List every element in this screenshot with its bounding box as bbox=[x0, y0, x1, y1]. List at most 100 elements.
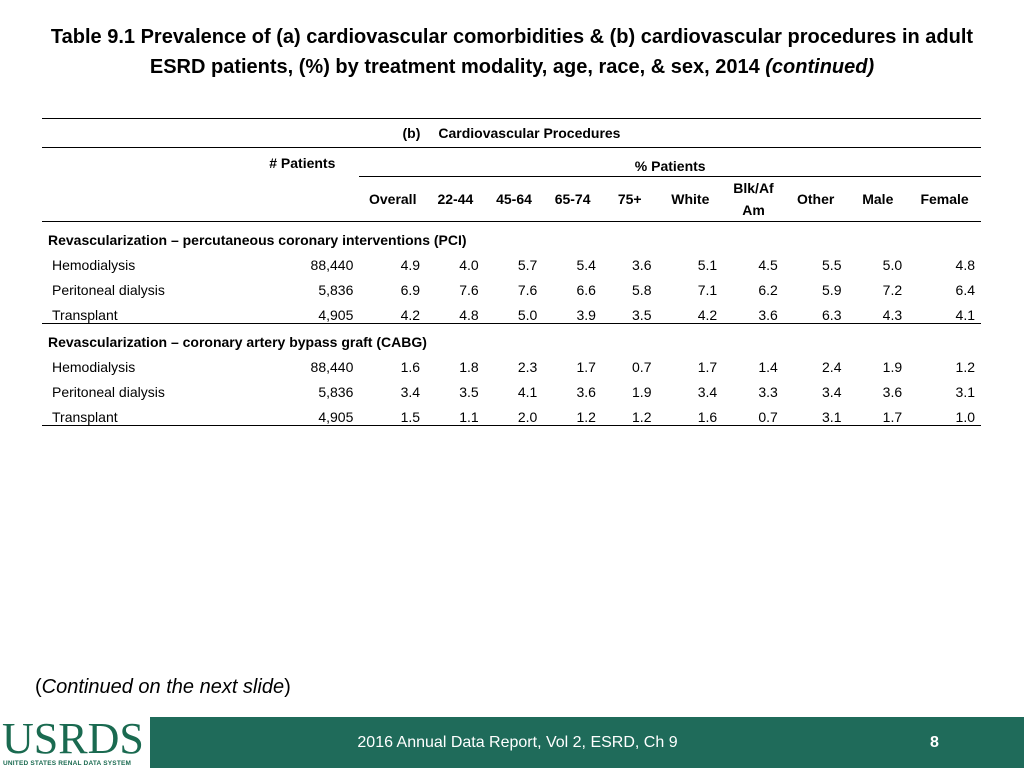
percent-cell: 6.2 bbox=[758, 282, 778, 298]
percent-cell: 6.9 bbox=[400, 282, 421, 298]
section-title: Cardiovascular Procedures bbox=[438, 125, 621, 141]
percent-cell: 3.6 bbox=[576, 384, 596, 400]
percent-cell: 1.7 bbox=[697, 359, 718, 375]
percent-cell: 4.9 bbox=[400, 257, 421, 273]
percent-cell: 6.3 bbox=[783, 298, 848, 324]
group-title: Revascularization – percutaneous coronar… bbox=[48, 232, 467, 248]
percent-cell: 7.6 bbox=[459, 282, 479, 298]
column-header-line: Am bbox=[742, 202, 765, 218]
percent-cell: 1.7 bbox=[847, 400, 909, 426]
title-line-1: Table 9.1 Prevalence of (a) cardiovascul… bbox=[50, 26, 974, 48]
continued-close: ) bbox=[284, 676, 291, 698]
column-header: Female bbox=[908, 176, 981, 222]
table-row: Hemodialysis 88,440 4.9 4.0 5.7 5.4 3.6 5.1 4.5 5… bbox=[42, 248, 981, 273]
percent-cell: 4.3 bbox=[847, 298, 909, 324]
continued-text: Continued on the next slide bbox=[41, 676, 285, 698]
group-title: Revascularization – coronary artery bypa… bbox=[48, 334, 427, 350]
percent-cell: 4.2 bbox=[657, 298, 724, 324]
percent-cell: 1.9 bbox=[882, 359, 903, 375]
table-row: Transplant 4,905 4.2 4.8 5.0 3.9 3.5 4.2 3.6 6.3 4… bbox=[42, 298, 981, 324]
footer-bar: USRDS UNITED STATES RENAL DATA SYSTEM 20… bbox=[0, 717, 1024, 768]
row-label: Transplant bbox=[42, 298, 295, 324]
percent-cell: 1.1 bbox=[426, 400, 485, 426]
pct-header-row: % Patients bbox=[42, 147, 981, 177]
percent-cell: 3.3 bbox=[758, 384, 778, 400]
column-header: 75+ bbox=[601, 176, 658, 222]
column-header: 22-44 bbox=[426, 176, 485, 222]
patients-count: 88,440 bbox=[310, 257, 354, 273]
percent-cell: 3.9 bbox=[543, 298, 602, 324]
continued-note: (Continued on the next slide) bbox=[35, 676, 291, 699]
column-header: White bbox=[657, 176, 724, 222]
column-header: Male bbox=[847, 176, 909, 222]
title-line-2-text: ESRD patients, (%) by treatment modality… bbox=[149, 56, 760, 78]
percent-cell: 4.0 bbox=[459, 257, 479, 273]
row-label: Hemodialysis bbox=[52, 257, 136, 273]
logo-subtitle: UNITED STATES RENAL DATA SYSTEM bbox=[3, 760, 132, 767]
percent-cell: 1.7 bbox=[576, 359, 596, 375]
patients-count: 88,440 bbox=[310, 359, 354, 375]
percent-cell: 3.1 bbox=[955, 384, 975, 400]
pct-patients-header: % Patients bbox=[359, 147, 981, 177]
row-label: Transplant bbox=[42, 400, 295, 426]
table-row: Peritoneal dialysis 5,836 3.4 3.5 4.1 3.6 1.9 3… bbox=[42, 375, 981, 400]
percent-cell: 0.7 bbox=[632, 359, 652, 375]
percent-cell: 3.6 bbox=[632, 257, 652, 273]
procedures-table: (b) Cardiovascular Procedures % Patients … bbox=[42, 118, 981, 426]
percent-cell: 3.6 bbox=[882, 384, 903, 400]
percent-cell: 5.4 bbox=[576, 257, 596, 273]
title-line-2: ESRD patients, (%) by treatment modality… bbox=[10, 52, 1014, 82]
column-header: 65-74 bbox=[543, 176, 602, 222]
percent-cell: 0.7 bbox=[723, 400, 784, 426]
table-row: Peritoneal dialysis 5,836 6.9 7.6 7.6 6.6 5.8 7… bbox=[42, 273, 981, 298]
patients-count: 5,836 bbox=[318, 282, 354, 298]
group-header-row: Revascularization – percutaneous coronar… bbox=[42, 222, 981, 248]
percent-cell: 2.3 bbox=[517, 359, 538, 375]
footer-report-title: 2016 Annual Data Report, Vol 2, ESRD, Ch… bbox=[357, 734, 678, 751]
row-label: Hemodialysis bbox=[52, 359, 136, 375]
percent-cell: 1.0 bbox=[908, 400, 981, 426]
patients-count: 4,905 bbox=[294, 298, 360, 324]
section-header-row: (b) Cardiovascular Procedures bbox=[42, 118, 981, 148]
percent-cell: 3.1 bbox=[783, 400, 848, 426]
column-header: Overall bbox=[359, 176, 427, 222]
percent-cell: 4.5 bbox=[758, 257, 778, 273]
section-header: (b) Cardiovascular Procedures bbox=[42, 118, 981, 148]
percent-cell: 5.0 bbox=[484, 298, 544, 324]
percent-cell: 1.2 bbox=[601, 400, 658, 426]
percent-cell: 6.4 bbox=[955, 282, 975, 298]
column-header: Other bbox=[783, 176, 848, 222]
percent-cell: 5.9 bbox=[822, 282, 842, 298]
percent-cell: 3.4 bbox=[400, 384, 421, 400]
column-header-line: Blk/Af bbox=[733, 180, 774, 196]
percent-cell: 1.6 bbox=[657, 400, 724, 426]
table-row: Transplant 4,905 1.5 1.1 2.0 1.2 1.2 1.6 0.7 3.1 1… bbox=[42, 400, 981, 426]
usrds-logo: USRDS UNITED STATES RENAL DATA SYSTEM bbox=[0, 717, 150, 768]
percent-cell: 7.1 bbox=[697, 282, 718, 298]
row-label: Peritoneal dialysis bbox=[52, 384, 165, 400]
column-header-row: # Patients Overall 22-44 45-64 65-74 75+ Whit… bbox=[42, 154, 981, 222]
slide-title: Table 9.1 Prevalence of (a) cardiovascul… bbox=[10, 22, 1014, 82]
percent-cell: 1.4 bbox=[758, 359, 778, 375]
continued-open: ( bbox=[35, 676, 42, 698]
percent-cell: 3.4 bbox=[822, 384, 842, 400]
percent-cell: 3.4 bbox=[697, 384, 718, 400]
percent-cell: 1.5 bbox=[359, 400, 427, 426]
percent-cell: 5.1 bbox=[697, 257, 718, 273]
percent-cell: 1.2 bbox=[543, 400, 602, 426]
percent-cell: 5.0 bbox=[882, 257, 903, 273]
percent-cell: 7.2 bbox=[882, 282, 903, 298]
patients-count: 4,905 bbox=[294, 400, 360, 426]
table-row: Hemodialysis 88,440 1.6 1.8 2.3 1.7 0.7 1.7 1.4 2… bbox=[42, 350, 981, 375]
percent-cell: 5.8 bbox=[632, 282, 652, 298]
percent-cell: 7.6 bbox=[517, 282, 538, 298]
percent-cell: 3.6 bbox=[723, 298, 784, 324]
column-header: 45-64 bbox=[484, 176, 544, 222]
table-body: Revascularization – percutaneous coronar… bbox=[42, 222, 981, 426]
percent-cell: 4.1 bbox=[517, 384, 538, 400]
group-header-row: Revascularization – coronary artery bypa… bbox=[42, 324, 981, 350]
percent-cell: 1.9 bbox=[632, 384, 652, 400]
percent-cell: 4.2 bbox=[359, 298, 427, 324]
title-continued: (continued) bbox=[765, 56, 875, 78]
patients-column-header: # Patients bbox=[42, 154, 360, 200]
